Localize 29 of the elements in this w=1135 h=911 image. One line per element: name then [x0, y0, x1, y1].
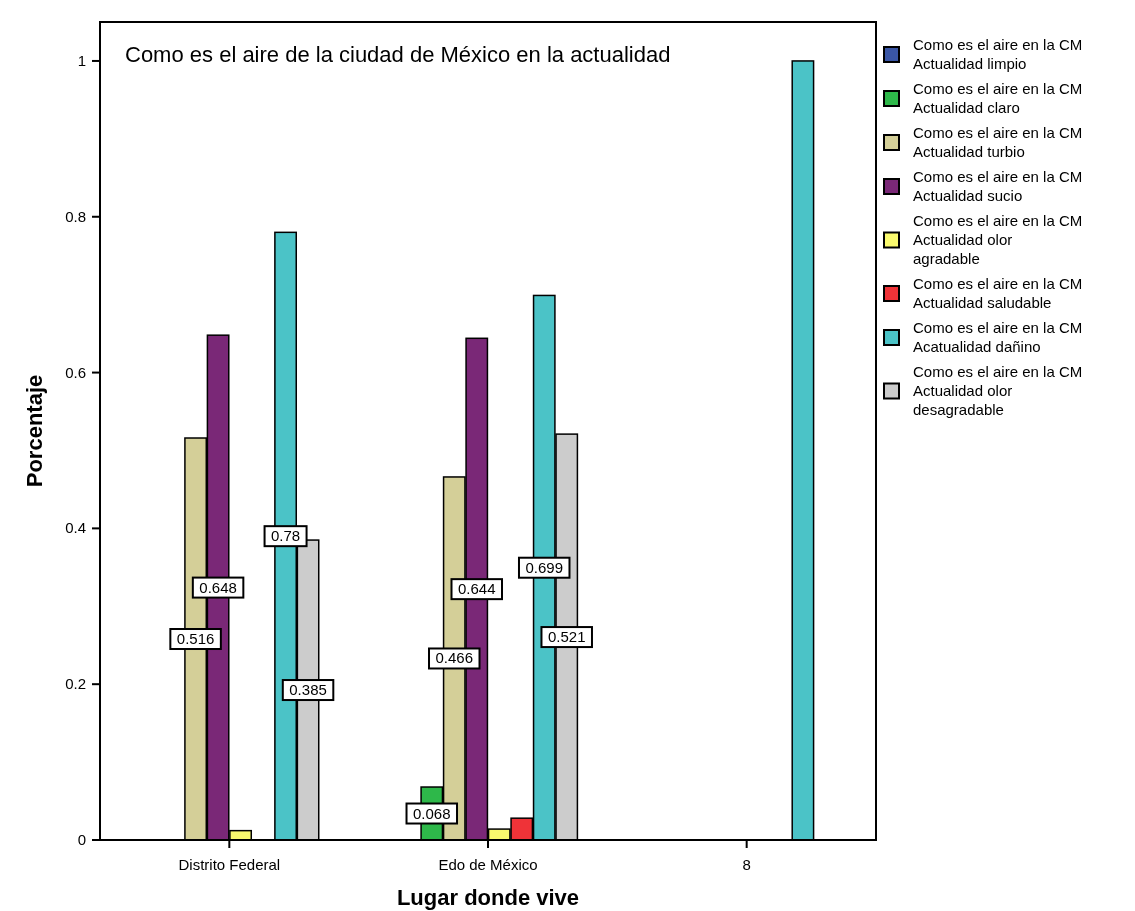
y-tick-label: 0.2 [65, 675, 86, 693]
y-tick-label: 0 [77, 831, 86, 848]
data-label: 0.78 [270, 527, 301, 545]
data-label: 0.699 [525, 558, 564, 576]
data-label: 0.521 [547, 628, 586, 646]
y-tick-label: 0.6 [65, 363, 86, 381]
y-tick-label: 0.8 [65, 207, 86, 225]
data-label: 0.644 [457, 580, 496, 598]
legend-label: Como es el aire en la CM Actualidad sucio [913, 168, 1083, 204]
x-tick-label: Edo de México [438, 856, 538, 873]
legend-label: Como es el aire en la CM Actualidad turbio [913, 124, 1083, 160]
text: Como es el aire de la ciudad de México en la actualidad [125, 42, 671, 67]
data-label: 0.466 [435, 649, 474, 667]
data-label: 0.385 [289, 681, 327, 699]
legend-label: Como es el aire en la CM Acatualidad dañino [913, 319, 1083, 355]
legend-label: Como es el aire en la CM Actualidad claro [913, 80, 1083, 116]
y-axis-title: Porcentaje [22, 374, 47, 488]
legend-label: Como es el aire en la CM Actualidad olor desagradable [913, 363, 1083, 418]
data-label: 0.516 [176, 630, 215, 648]
legend-label: Como es el aire en la CM Actualidad limpio [913, 36, 1083, 72]
legend-label: Como es el aire en la CM Actualidad olor agradable [913, 212, 1083, 267]
y-tick-label: 1 [77, 51, 86, 69]
data-label: 0.068 [412, 804, 451, 822]
x-tick-label: Distrito Federal [178, 856, 281, 873]
legend-label: Como es el aire en la CM Actualidad saludable [913, 275, 1083, 311]
data-label: 0.648 [199, 578, 237, 596]
y-tick-label: 0.4 [65, 519, 86, 537]
x-tick-label: 8 [742, 856, 751, 873]
x-axis-title: Lugar donde vive [396, 885, 580, 910]
